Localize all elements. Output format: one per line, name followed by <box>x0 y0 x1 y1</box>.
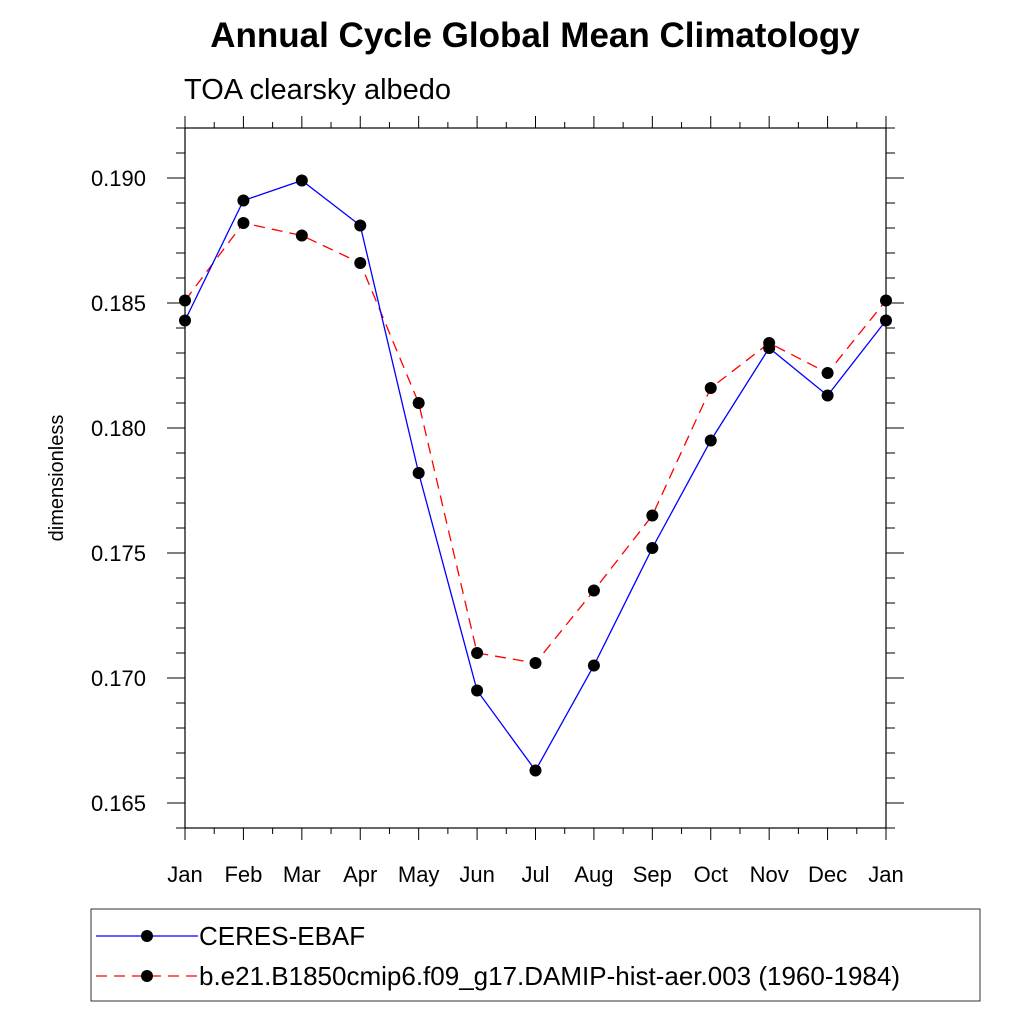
data-point-0 <box>529 764 542 777</box>
x-tick-label: Dec <box>808 862 847 887</box>
legend-marker <box>141 930 153 942</box>
data-point-1 <box>880 294 892 307</box>
y-tick-label: 0.175 <box>91 541 146 566</box>
series-layer <box>179 174 892 777</box>
x-tick-label: Apr <box>343 862 377 887</box>
x-tick-label: Oct <box>694 862 728 887</box>
data-point-1 <box>821 367 834 379</box>
data-point-1 <box>587 584 600 597</box>
data-point-0 <box>704 434 717 447</box>
data-point-1 <box>646 509 659 522</box>
chart-title: Annual Cycle Global Mean Climatology <box>210 16 860 55</box>
legend-box <box>90 908 981 1002</box>
data-point-0 <box>646 542 659 554</box>
axis-ticks: Jan Feb Mar Apr May Jun Jul Aug Sep Oct Nov Dec Jan 0… <box>91 116 904 887</box>
x-tick-label: Sep <box>633 862 672 887</box>
legend: CERES-EBAF b.e21.B1850cmip6.f09_g17.DAMIP… <box>90 908 981 1002</box>
data-point-1 <box>295 229 308 242</box>
x-tick-label: Jan <box>868 862 903 887</box>
chart-subtitle: TOA clearsky albedo <box>184 74 451 106</box>
series-line-0 <box>184 179 887 772</box>
x-tick-label: Nov <box>750 862 789 887</box>
legend-label: CERES-EBAF <box>199 921 365 951</box>
legend-label: b.e21.B1850cmip6.f09_g17.DAMIP-hist-aer.… <box>199 961 900 991</box>
x-tick-label: Jun <box>459 862 494 887</box>
y-tick-label: 0.185 <box>91 291 146 316</box>
y-tick-label: 0.190 <box>91 166 146 191</box>
data-point-0 <box>179 314 191 327</box>
y-tick-label: 0.165 <box>91 791 146 816</box>
y-tick-label: 0.180 <box>91 416 146 441</box>
x-tick-label: Jan <box>167 862 202 887</box>
x-tick-label: Jul <box>521 862 549 887</box>
data-point-0 <box>471 684 484 697</box>
legend-marker <box>141 970 153 982</box>
series-line-1 <box>184 222 887 664</box>
data-point-1 <box>237 217 250 229</box>
data-point-0 <box>587 659 600 672</box>
x-tick-label: Feb <box>224 862 262 887</box>
x-tick-label: Mar <box>283 862 321 887</box>
data-point-0 <box>295 174 308 187</box>
data-point-0 <box>880 314 892 327</box>
data-point-1 <box>529 657 542 669</box>
data-point-0 <box>412 467 425 479</box>
y-tick-label: 0.170 <box>91 666 146 691</box>
x-tick-label: Aug <box>574 862 613 887</box>
data-point-0 <box>354 219 367 232</box>
y-axis-label: dimensionless <box>46 415 68 542</box>
data-point-1 <box>354 257 367 269</box>
x-tick-label: May <box>398 862 440 887</box>
data-point-1 <box>471 647 484 659</box>
data-point-1 <box>763 337 776 349</box>
data-point-0 <box>237 194 250 207</box>
data-point-0 <box>821 389 834 402</box>
data-point-1 <box>704 382 717 394</box>
data-point-1 <box>179 294 191 307</box>
data-point-1 <box>412 397 425 409</box>
